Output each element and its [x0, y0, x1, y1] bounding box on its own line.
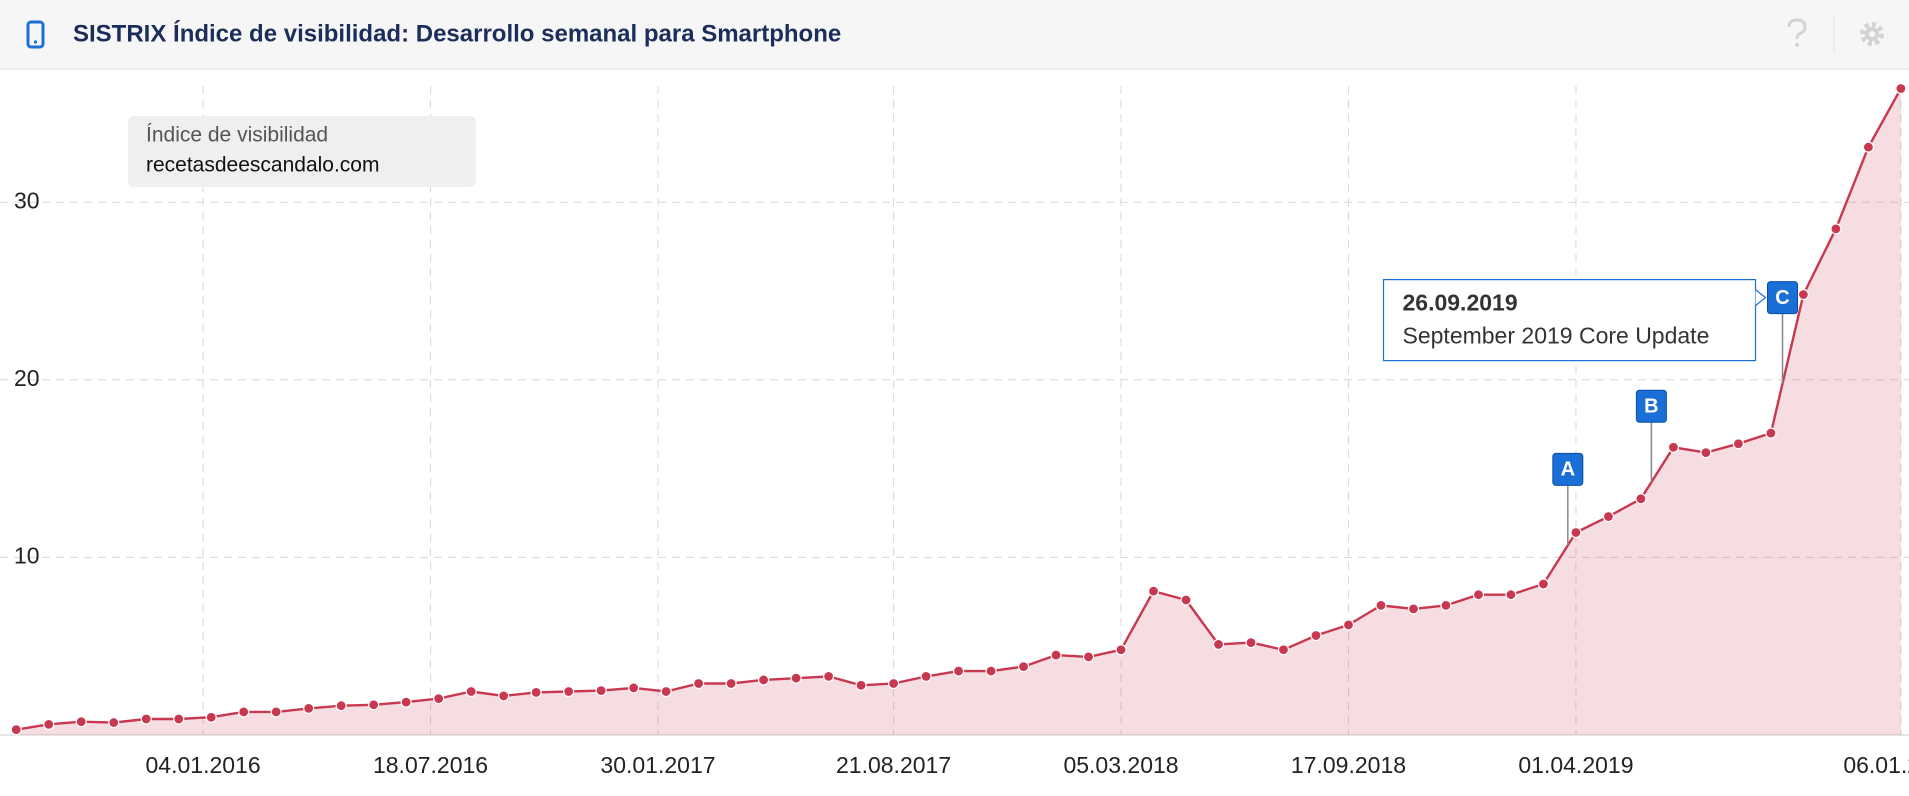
point	[952, 665, 965, 677]
event-flag	[1767, 281, 1799, 315]
y-tick-label: 20	[14, 365, 40, 391]
point	[595, 684, 607, 697]
point	[140, 713, 152, 725]
point	[1830, 223, 1842, 235]
point	[1797, 288, 1809, 301]
event-flag	[1552, 452, 1584, 486]
point	[75, 716, 87, 728]
point	[1375, 599, 1387, 611]
point	[1505, 589, 1517, 601]
point	[335, 700, 347, 712]
chart-title: SISTRIX Índice de visibilidad: Desarroll…	[73, 19, 841, 47]
event-label: B	[1644, 396, 1658, 418]
point	[1310, 629, 1322, 642]
point	[368, 699, 380, 711]
help-icon[interactable]	[1787, 18, 1807, 47]
tooltip	[1382, 279, 1757, 362]
point	[693, 677, 705, 690]
point	[1700, 447, 1712, 459]
point	[1082, 651, 1095, 663]
point	[400, 696, 412, 708]
tooltip-text: September 2019 Core Update	[1403, 323, 1710, 349]
legend-entry: recetasdeescandalo.com	[146, 154, 379, 177]
x-tick-label: 04.01.2016	[146, 752, 261, 778]
point	[822, 670, 835, 682]
point	[270, 706, 282, 718]
point	[1180, 594, 1192, 606]
point	[757, 674, 770, 686]
area	[16, 88, 1901, 735]
point	[790, 672, 802, 684]
point	[1407, 603, 1420, 615]
point	[1732, 438, 1745, 450]
point	[530, 686, 542, 698]
point	[1050, 649, 1062, 661]
point	[1635, 493, 1647, 505]
legend	[128, 116, 476, 187]
point	[1440, 599, 1452, 611]
point	[1602, 510, 1615, 523]
plot: 10 20 30 04.01.2016 18.07.2016 30.01.2017 21.0…	[0, 82, 1909, 778]
event-label: C	[1775, 287, 1789, 309]
event-flag	[1635, 389, 1667, 423]
point	[920, 670, 932, 682]
point	[887, 677, 900, 690]
legend-title: Índice de visibilidad	[146, 124, 328, 147]
event-label: A	[1561, 459, 1575, 481]
header	[0, 0, 1909, 69]
point	[303, 702, 315, 714]
point	[465, 685, 477, 698]
point	[1245, 637, 1257, 649]
y-tick-label: 30	[14, 187, 40, 213]
point	[1017, 661, 1030, 673]
point	[1895, 82, 1907, 95]
point	[1570, 526, 1582, 539]
point	[725, 677, 737, 690]
y-tick-label: 10	[14, 542, 40, 568]
x-tick-label: 05.03.2018	[1063, 752, 1178, 778]
tooltip-date: 26.09.2019	[1403, 290, 1518, 316]
point	[1472, 589, 1485, 601]
point	[205, 711, 217, 723]
point	[1862, 141, 1874, 153]
x-tick-label: 30.01.2017	[600, 752, 715, 778]
point	[1115, 644, 1127, 656]
point	[238, 706, 250, 718]
point	[1342, 619, 1355, 631]
point	[1147, 585, 1160, 597]
point	[855, 679, 867, 691]
x-tick-label: 17.09.2018	[1291, 752, 1406, 778]
point	[173, 713, 185, 725]
point	[1277, 644, 1290, 656]
point	[108, 716, 120, 729]
point	[10, 724, 22, 736]
point	[628, 682, 640, 694]
point	[985, 665, 997, 677]
settings-icon[interactable]	[1860, 22, 1884, 46]
x-tick-label: 21.08.2017	[836, 752, 951, 778]
point	[498, 690, 510, 702]
phone-icon	[26, 20, 45, 49]
point	[1212, 638, 1225, 651]
point	[563, 685, 575, 698]
x-tick-label: 06.01.2020	[1843, 752, 1909, 778]
point	[1765, 427, 1777, 439]
point	[1537, 578, 1550, 590]
tooltip-arrow	[1755, 289, 1767, 307]
point	[660, 685, 672, 698]
point	[1667, 441, 1680, 453]
point	[433, 692, 445, 705]
x-tick-label: 01.04.2019	[1518, 752, 1633, 778]
point	[43, 718, 55, 730]
x-tick-label: 18.07.2016	[373, 752, 488, 778]
